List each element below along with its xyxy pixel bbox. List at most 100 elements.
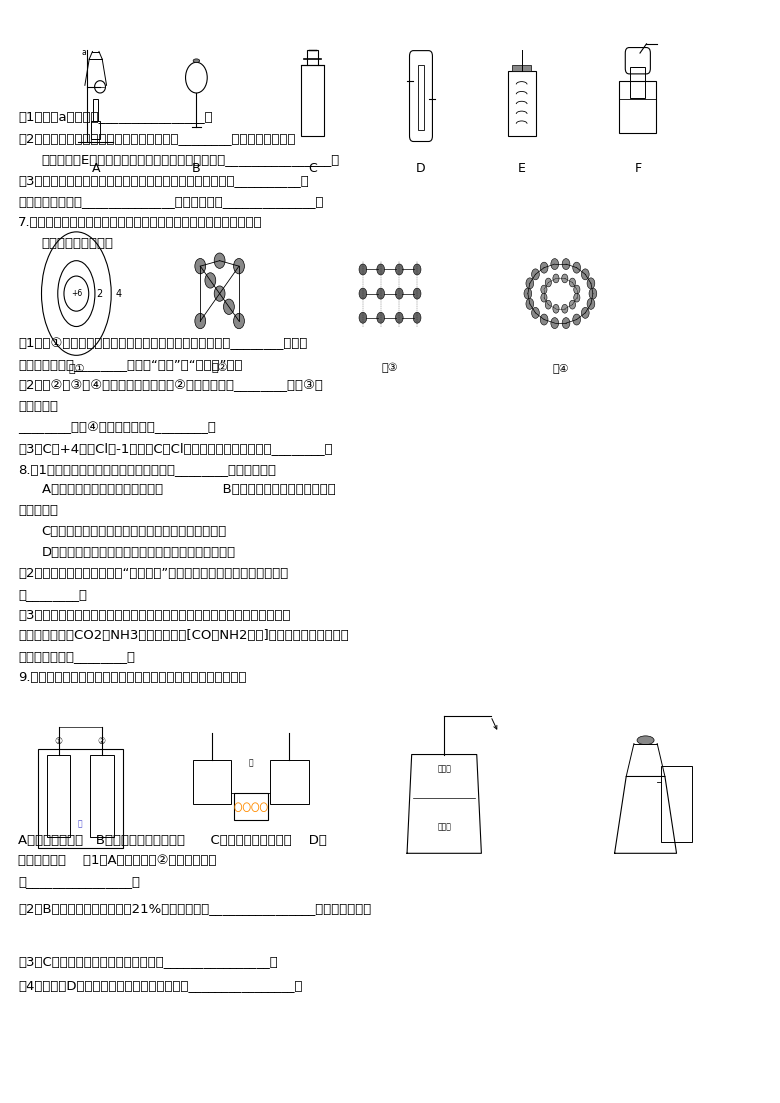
- Text: 8.（1）下列关于二氧化碳的说法正确的有________（填标号）。: 8.（1）下列关于二氧化碳的说法正确的有________（填标号）。: [18, 462, 276, 475]
- Text: C: C: [308, 162, 317, 175]
- Text: （3）实验室用大理石和稀盐酸制取二氧化碳的化学方程式为__________，: （3）实验室用大理石和稀盐酸制取二氧化碳的化学方程式为__________，: [18, 174, 309, 188]
- Text: A．二氧化碳可用于制碳酸类饮料              B．干冰（固体二氧化碳）可用: A．二氧化碳可用于制碳酸类饮料 B．干冰（固体二氧化碳）可用: [41, 483, 335, 496]
- Text: （4）写出用D装置制取一种气体的化学方程式________________。: （4）写出用D装置制取一种气体的化学方程式________________。: [18, 979, 303, 993]
- Text: 图③: 图③: [381, 363, 399, 374]
- Circle shape: [526, 298, 534, 309]
- Circle shape: [395, 312, 403, 323]
- Circle shape: [562, 318, 570, 329]
- Circle shape: [562, 258, 570, 269]
- Circle shape: [395, 264, 403, 275]
- Text: （2）过多的二氧化碳加剧了“温室效应”，写出一条减少二氧化碳排放的建: （2）过多的二氧化碳加剧了“温室效应”，写出一条减少二氧化碳排放的建: [18, 567, 289, 580]
- FancyArrowPatch shape: [492, 719, 497, 729]
- Bar: [91, 120, 100, 139]
- Circle shape: [574, 293, 580, 302]
- Text: 质的名称是: 质的名称是: [18, 400, 58, 413]
- Text: F: F: [634, 162, 641, 175]
- Bar: [233, 793, 268, 821]
- Text: （2）图②、③、④对应三种碳单质：图②单质的名称是________，图③单: （2）图②、③、④对应三种碳单质：图②单质的名称是________，图③单: [18, 379, 323, 393]
- Text: E: E: [518, 162, 526, 175]
- Text: 图②: 图②: [211, 363, 228, 374]
- Text: 气体制备装置    （1）A实验玻璃管②中产生的气体: 气体制备装置 （1）A实验玻璃管②中产生的气体: [18, 855, 217, 867]
- Circle shape: [377, 288, 385, 299]
- Bar: [193, 760, 231, 804]
- Circle shape: [413, 264, 421, 275]
- Text: （2）实验室制取氧气时，选用的收集装置是________（填字母序号，下: （2）实验室制取氧气时，选用的收集装置是________（填字母序号，下: [18, 132, 296, 146]
- Circle shape: [545, 278, 551, 287]
- Text: A: A: [91, 162, 100, 175]
- Text: 稀盐酸: 稀盐酸: [438, 764, 451, 773]
- Text: ①: ①: [55, 737, 62, 746]
- Text: （3）C为+4价，Cl为-1价，由C和Cl组成的化合物的化学式为________。: （3）C为+4价，Cl为-1价，由C和Cl组成的化合物的化学式为________…: [18, 442, 333, 454]
- Circle shape: [215, 253, 225, 268]
- Text: ②: ②: [98, 737, 106, 746]
- Bar: [630, 67, 645, 97]
- Text: 石灰石: 石灰石: [438, 822, 451, 832]
- Text: （3）二氧化碳是一种宝贵的资源。固定和利用二氧化碳的一个成功范例是：: （3）二氧化碳是一种宝贵的资源。固定和利用二氧化碳的一个成功范例是：: [18, 609, 291, 622]
- Circle shape: [359, 264, 367, 275]
- Circle shape: [205, 272, 216, 288]
- Circle shape: [541, 263, 548, 274]
- Circle shape: [377, 312, 385, 323]
- Text: 7.碳在地壳中的含量不高，但它的化合物数量众多，而且分布极广。: 7.碳在地壳中的含量不高，但它的化合物数量众多，而且分布极广。: [18, 216, 263, 228]
- Text: （3）C实验说明二氧化碳具有的性质是________________；: （3）C实验说明二氧化碳具有的性质是________________；: [18, 955, 278, 968]
- Circle shape: [224, 299, 234, 314]
- Ellipse shape: [637, 736, 654, 745]
- Circle shape: [551, 258, 558, 269]
- Text: D．大气中二氧化碳的消耗途径主要是植物的光合作用: D．大气中二氧化碳的消耗途径主要是植物的光合作用: [41, 546, 236, 559]
- Circle shape: [195, 258, 206, 274]
- Text: 议________。: 议________。: [18, 588, 87, 601]
- Text: +6: +6: [71, 289, 82, 298]
- Bar: [93, 99, 98, 120]
- Text: 下碳的化学性质________，（填“活泼”或“不活泼”）。: 下碳的化学性质________，（填“活泼”或“不活泼”）。: [18, 358, 243, 372]
- Bar: [300, 65, 324, 136]
- Bar: [47, 754, 70, 837]
- Circle shape: [233, 313, 244, 329]
- Circle shape: [526, 278, 534, 289]
- Text: D: D: [417, 162, 426, 175]
- Circle shape: [215, 286, 225, 301]
- Circle shape: [562, 304, 568, 313]
- Circle shape: [541, 286, 547, 293]
- Circle shape: [587, 278, 595, 289]
- Text: （2）B实验如果实验数据小于21%，可能原因是________________（写出一点）；: （2）B实验如果实验数据小于21%，可能原因是________________（…: [18, 901, 371, 914]
- Bar: [90, 754, 114, 837]
- Text: 图④: 图④: [552, 363, 569, 373]
- Circle shape: [377, 264, 385, 275]
- Text: 9.下列是初中化学部分重要的实验或实验装置。请按要求填空：: 9.下列是初中化学部分重要的实验或实验装置。请按要求填空：: [18, 671, 246, 684]
- Circle shape: [589, 288, 597, 299]
- Circle shape: [233, 258, 244, 274]
- Text: a: a: [81, 47, 86, 56]
- Circle shape: [541, 314, 548, 325]
- Text: 根据所学知识回答：: 根据所学知识回答：: [41, 236, 114, 249]
- Circle shape: [359, 288, 367, 299]
- Text: 4: 4: [116, 289, 122, 299]
- Bar: [37, 749, 122, 848]
- Circle shape: [553, 274, 559, 282]
- Circle shape: [562, 274, 568, 282]
- Circle shape: [569, 300, 576, 309]
- Circle shape: [553, 304, 559, 313]
- Bar: [508, 72, 536, 136]
- Circle shape: [359, 312, 367, 323]
- Bar: [418, 65, 424, 130]
- Text: A．水的电解实验   B．测定空气里氧气含量      C．探究二氧化碳性质    D．: A．水的电解实验 B．测定空气里氧气含量 C．探究二氧化碳性质 D．: [18, 834, 327, 846]
- Circle shape: [413, 288, 421, 299]
- Circle shape: [574, 286, 580, 293]
- Bar: [661, 765, 692, 843]
- Text: B: B: [192, 162, 200, 175]
- Text: （1）图①为碳原子的结构示意图，碳原子最外层电子数为________，常温: （1）图①为碳原子的结构示意图，碳原子最外层电子数为________，常温: [18, 338, 307, 351]
- Circle shape: [532, 269, 539, 280]
- Bar: [307, 50, 318, 65]
- Circle shape: [573, 314, 580, 325]
- Circle shape: [524, 288, 532, 299]
- Circle shape: [551, 318, 558, 329]
- Circle shape: [395, 288, 403, 299]
- Circle shape: [581, 269, 589, 280]
- Text: 在高温高压下，CO2和NH3可以合成尿素[CO（NH2）２]，同时生成水。该反应: 在高温高压下，CO2和NH3可以合成尿素[CO（NH2）２]，同时生成水。该反应: [18, 630, 349, 642]
- Circle shape: [541, 293, 547, 302]
- Circle shape: [532, 308, 539, 319]
- Text: 于人工降雨: 于人工降雨: [18, 504, 58, 517]
- Circle shape: [581, 308, 589, 319]
- Circle shape: [545, 300, 551, 309]
- Circle shape: [587, 298, 595, 309]
